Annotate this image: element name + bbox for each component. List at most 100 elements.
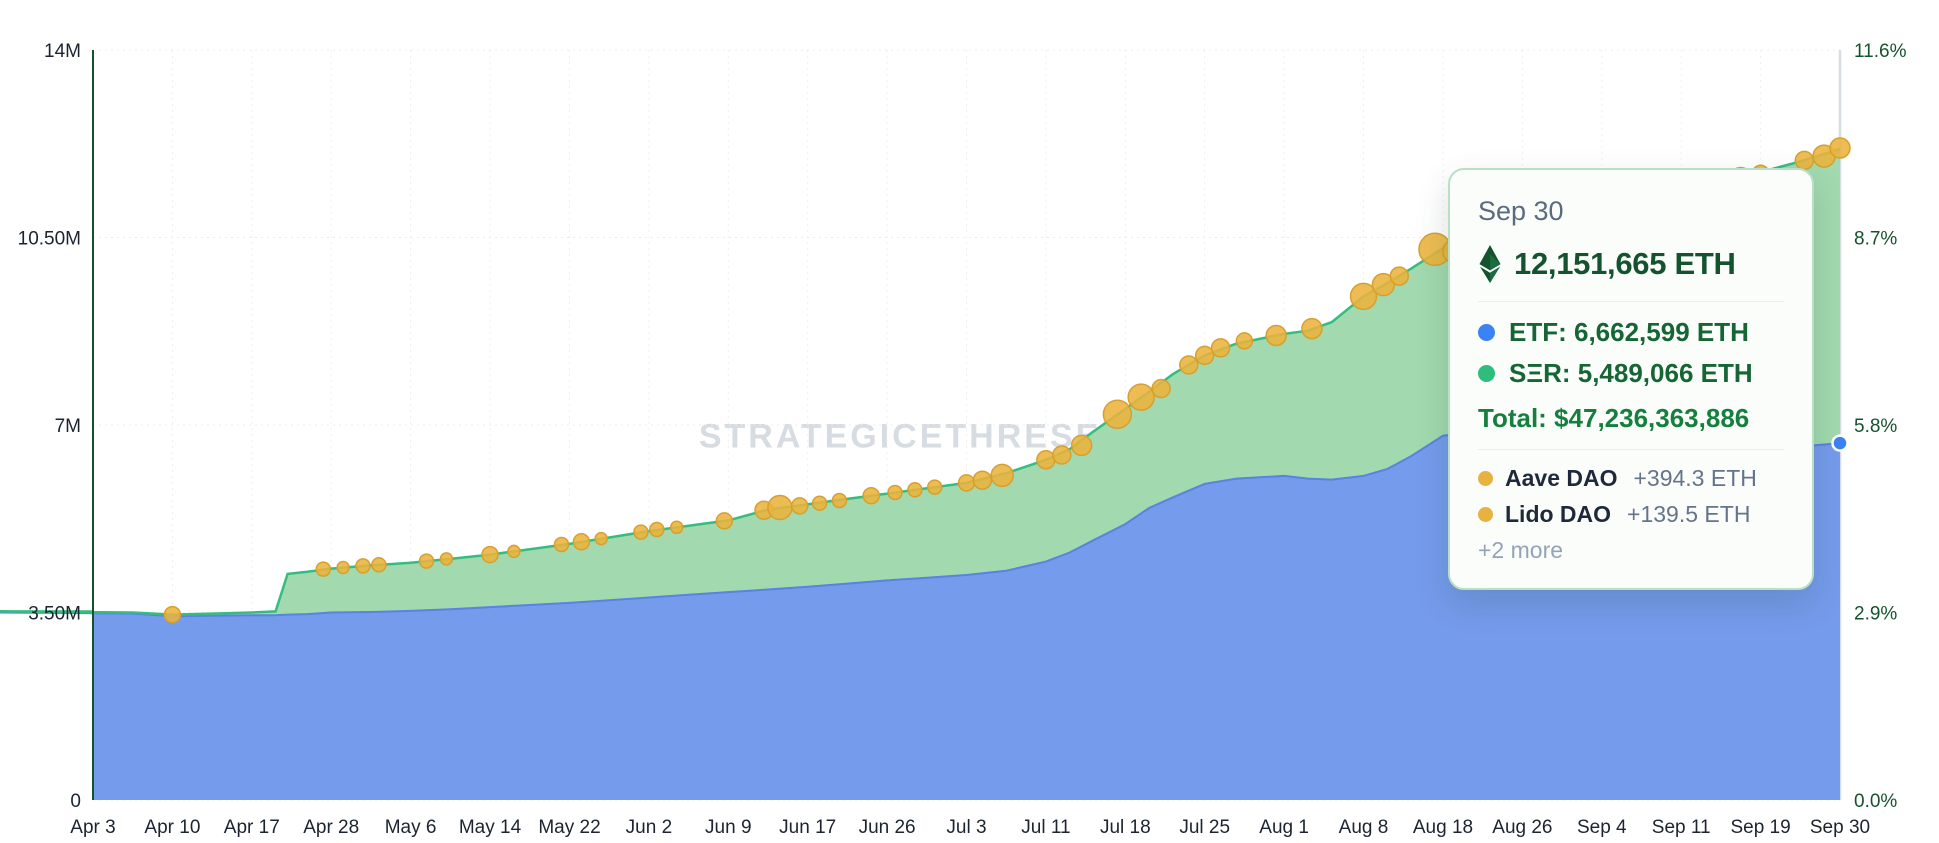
x-tick-label: Sep 4	[1577, 817, 1627, 838]
purchase-event-bubble[interactable]	[336, 560, 350, 575]
y-right-tick-label: 11.6%	[1854, 41, 1907, 62]
tooltip-event-lido: Lido DAO +139.5 ETH	[1478, 501, 1784, 528]
purchase-event-bubble[interactable]	[553, 536, 570, 553]
etf-hover-dot	[1831, 434, 1849, 452]
ser-value: SΞR: 5,489,066 ETH	[1509, 358, 1753, 388]
etf-value: ETF: 6,662,599 ETH	[1509, 317, 1749, 347]
purchase-event-bubble[interactable]	[1070, 434, 1093, 457]
purchase-event-bubble[interactable]	[831, 492, 848, 509]
purchase-event-bubble[interactable]	[972, 470, 993, 490]
purchase-event-bubble[interactable]	[1829, 137, 1851, 159]
purchase-event-bubble[interactable]	[1052, 445, 1072, 465]
x-tick-label: Sep 11	[1652, 817, 1711, 838]
purchase-event-bubble[interactable]	[163, 605, 182, 624]
purchase-event-bubble[interactable]	[907, 482, 923, 498]
x-tick-label: Jun 9	[705, 817, 751, 838]
purchase-event-bubble[interactable]	[1265, 324, 1287, 347]
lido-event-name: Lido DAO	[1505, 501, 1612, 527]
purchase-event-bubble[interactable]	[957, 474, 976, 492]
x-tick-label: May 6	[385, 817, 437, 838]
y-right-tick-label: 2.9%	[1854, 604, 1897, 625]
x-tick-label: Aug 26	[1492, 817, 1552, 838]
x-tick-label: Apr 17	[224, 817, 280, 838]
x-tick-label: Jun 26	[859, 817, 916, 838]
x-tick-label: Jul 3	[946, 817, 986, 838]
purchase-event-bubble[interactable]	[862, 486, 880, 505]
x-tick-label: Sep 30	[1810, 817, 1870, 838]
purchase-event-bubble[interactable]	[715, 512, 734, 530]
x-tick-label: Apr 28	[303, 817, 359, 838]
x-tick-label: Apr 10	[144, 817, 200, 838]
purchase-event-bubble[interactable]	[1235, 332, 1254, 350]
x-tick-label: Aug 1	[1259, 817, 1309, 838]
purchase-event-bubble[interactable]	[633, 524, 649, 540]
lido-event-amount: +139.5 ETH	[1627, 501, 1751, 527]
x-tick-label: Jul 25	[1179, 817, 1230, 838]
etf-legend-dot	[1478, 324, 1495, 341]
purchase-event-bubble[interactable]	[1794, 150, 1815, 171]
purchase-event-bubble[interactable]	[1349, 282, 1378, 311]
purchase-event-bubble[interactable]	[990, 463, 1014, 488]
lido-event-dot	[1478, 507, 1493, 522]
tooltip-date: Sep 30	[1478, 196, 1564, 226]
purchase-event-bubble[interactable]	[418, 553, 435, 569]
x-tick-label: May 14	[459, 817, 522, 838]
tooltip-total-eth: 12,151,665 ETH	[1514, 246, 1736, 281]
purchase-event-bubble[interactable]	[481, 545, 499, 564]
purchase-event-bubble[interactable]	[1151, 378, 1171, 399]
purchase-event-bubble[interactable]	[439, 552, 454, 566]
tooltip-divider	[1478, 449, 1784, 450]
ser-legend-dot	[1478, 365, 1495, 382]
tooltip-etf-row: ETF: 6,662,599 ETH	[1478, 317, 1784, 348]
purchase-event-bubble[interactable]	[1389, 266, 1410, 286]
purchase-event-bubble[interactable]	[887, 484, 903, 501]
y-left-tick-label: 10.50M	[18, 229, 81, 250]
tooltip-card: Sep 30 12,151,665 ETH ETF: 6,662,599 ETH…	[1448, 168, 1814, 590]
tooltip-event-aave: Aave DAO +394.3 ETH	[1478, 465, 1784, 492]
purchase-event-bubble[interactable]	[594, 531, 608, 546]
x-tick-label: Jul 18	[1100, 817, 1151, 838]
etf-area	[93, 433, 1840, 800]
tooltip-total-usd: Total: $47,236,363,886	[1478, 403, 1750, 433]
y-left-tick-label: 7M	[55, 416, 81, 437]
purchase-event-bubble[interactable]	[371, 557, 387, 573]
purchase-event-bubble[interactable]	[1210, 338, 1231, 358]
purchase-event-bubble[interactable]	[811, 495, 828, 511]
purchase-event-bubble[interactable]	[790, 497, 809, 515]
tooltip-total-eth-row: 12,151,665 ETH	[1478, 245, 1784, 283]
purchase-event-bubble[interactable]	[669, 520, 684, 535]
purchase-event-bubble[interactable]	[572, 533, 591, 551]
y-right-tick-label: 8.7%	[1854, 229, 1897, 250]
purchase-event-bubble[interactable]	[767, 494, 793, 521]
x-tick-label: Sep 19	[1730, 817, 1790, 838]
aave-event-amount: +394.3 ETH	[1633, 465, 1757, 491]
y-right-tick-label: 0.0%	[1854, 791, 1897, 812]
purchase-event-bubble[interactable]	[355, 558, 371, 574]
aave-event-dot	[1478, 471, 1493, 486]
purchase-event-bubble[interactable]	[649, 521, 665, 538]
x-tick-label: Apr 3	[70, 817, 115, 838]
x-tick-label: Aug 18	[1413, 817, 1473, 838]
purchase-event-bubble[interactable]	[1194, 345, 1215, 366]
purchase-event-bubble[interactable]	[1371, 272, 1396, 297]
y-left-tick-label: 0	[70, 791, 81, 812]
purchase-event-bubble[interactable]	[926, 479, 943, 495]
x-tick-label: May 22	[538, 817, 600, 838]
y-left-tick-label: 14M	[44, 41, 81, 62]
x-tick-label: Jun 17	[779, 817, 836, 838]
purchase-event-bubble[interactable]	[1127, 383, 1155, 411]
x-tick-label: Jun 2	[626, 817, 672, 838]
purchase-event-bubble[interactable]	[315, 561, 332, 577]
y-right-tick-label: 5.8%	[1854, 416, 1897, 437]
x-tick-label: Jul 11	[1021, 817, 1070, 838]
purchase-event-bubble[interactable]	[507, 544, 521, 559]
tooltip-ser-row: SΞR: 5,489,066 ETH	[1478, 358, 1784, 389]
tooltip-divider	[1478, 301, 1784, 302]
purchase-event-bubble[interactable]	[1179, 355, 1199, 375]
y-left-tick-label: 3.50M	[28, 604, 81, 625]
purchase-event-bubble[interactable]	[1301, 317, 1323, 340]
tooltip-more-events[interactable]: +2 more	[1478, 537, 1564, 563]
x-tick-label: Aug 8	[1339, 817, 1389, 838]
purchase-event-bubble[interactable]	[1102, 399, 1133, 430]
